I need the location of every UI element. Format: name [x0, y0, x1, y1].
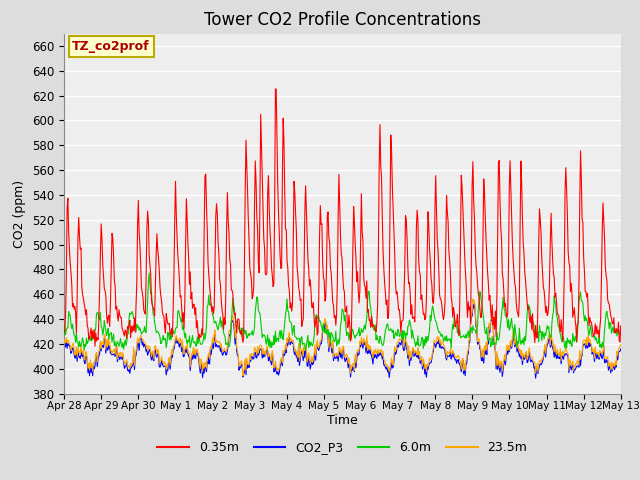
Y-axis label: CO2 (ppm): CO2 (ppm)	[13, 180, 26, 248]
Title: Tower CO2 Profile Concentrations: Tower CO2 Profile Concentrations	[204, 11, 481, 29]
X-axis label: Time: Time	[327, 414, 358, 427]
Legend: 0.35m, CO2_P3, 6.0m, 23.5m: 0.35m, CO2_P3, 6.0m, 23.5m	[152, 436, 532, 459]
Text: TZ_co2prof: TZ_co2prof	[72, 40, 150, 53]
